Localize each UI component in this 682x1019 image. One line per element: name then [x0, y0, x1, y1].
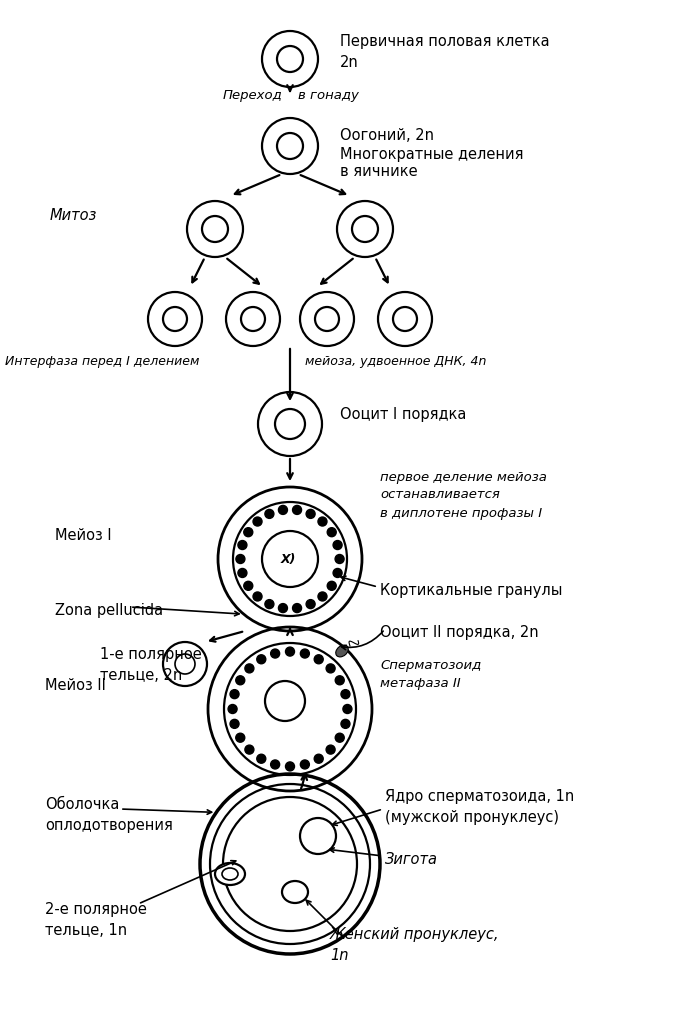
Circle shape	[257, 754, 266, 763]
Circle shape	[318, 518, 327, 527]
Text: Сперматозоид
метафаза II: Сперматозоид метафаза II	[380, 659, 481, 690]
Text: Оболочка
оплодотворения: Оболочка оплодотворения	[45, 796, 173, 833]
Circle shape	[238, 541, 247, 550]
Circle shape	[293, 604, 301, 613]
Circle shape	[257, 655, 266, 664]
Circle shape	[245, 745, 254, 754]
Text: X): X)	[280, 553, 296, 566]
Circle shape	[265, 510, 274, 519]
Circle shape	[236, 677, 245, 685]
Circle shape	[243, 582, 253, 591]
Text: Зигота: Зигота	[385, 852, 438, 866]
Circle shape	[327, 528, 336, 537]
Circle shape	[238, 569, 247, 578]
Circle shape	[336, 734, 344, 743]
Circle shape	[253, 592, 262, 601]
Circle shape	[318, 592, 327, 601]
Text: Митоз: Митоз	[50, 207, 98, 222]
Circle shape	[314, 655, 323, 664]
Circle shape	[245, 664, 254, 674]
Text: первое деление мейоза
останавливается
в диплотене профазы I: первое деление мейоза останавливается в …	[380, 470, 547, 519]
Circle shape	[300, 649, 310, 658]
Circle shape	[336, 677, 344, 685]
Ellipse shape	[215, 863, 245, 886]
Circle shape	[306, 510, 315, 519]
Text: Первичная половая клетка
2n: Первичная половая клетка 2n	[340, 34, 550, 70]
Text: Оогоний, 2n: Оогоний, 2n	[340, 127, 434, 143]
Text: Ооцит I порядка: Ооцит I порядка	[340, 408, 466, 422]
Text: Zona pellucida: Zona pellucida	[55, 602, 163, 616]
Text: Ядро сперматозоида, 1n
(мужской пронуклеус): Ядро сперматозоида, 1n (мужской пронукле…	[385, 789, 574, 824]
Circle shape	[314, 754, 323, 763]
Circle shape	[278, 604, 287, 613]
Circle shape	[262, 532, 318, 587]
Circle shape	[236, 555, 245, 564]
Ellipse shape	[222, 868, 238, 880]
Ellipse shape	[336, 645, 349, 657]
Text: Мейоз I: Мейоз I	[55, 527, 112, 542]
Text: 2-е полярное
тельце, 1n: 2-е полярное тельце, 1n	[45, 901, 147, 937]
Circle shape	[253, 518, 262, 527]
Circle shape	[228, 705, 237, 713]
Text: Переход: Переход	[222, 89, 282, 102]
Circle shape	[341, 690, 350, 699]
Circle shape	[333, 569, 342, 578]
Text: в гонаду: в гонаду	[298, 89, 359, 102]
Text: Женский пронуклеус,
1n: Женский пронуклеус, 1n	[330, 926, 499, 962]
Text: 1-е полярное
тельце, 2n: 1-е полярное тельце, 2n	[100, 646, 202, 683]
Circle shape	[223, 797, 357, 931]
Circle shape	[265, 600, 274, 609]
Circle shape	[271, 760, 280, 769]
Circle shape	[326, 664, 335, 674]
Text: Ооцит II порядка, 2n: Ооцит II порядка, 2n	[380, 624, 539, 639]
Circle shape	[230, 690, 239, 699]
Circle shape	[300, 760, 310, 769]
Circle shape	[271, 649, 280, 658]
Circle shape	[286, 762, 295, 771]
Circle shape	[236, 734, 245, 743]
Circle shape	[335, 555, 344, 564]
Circle shape	[265, 682, 305, 721]
Text: в яичнике: в яичнике	[340, 163, 417, 178]
Circle shape	[343, 705, 352, 713]
Text: Интерфаза перед I делением: Интерфаза перед I делением	[5, 356, 199, 368]
Text: Многократные деления: Многократные деления	[340, 148, 524, 162]
Circle shape	[327, 582, 336, 591]
Circle shape	[326, 745, 335, 754]
Circle shape	[293, 505, 301, 515]
Ellipse shape	[282, 881, 308, 903]
Circle shape	[230, 719, 239, 729]
Circle shape	[306, 600, 315, 609]
Circle shape	[243, 528, 253, 537]
Circle shape	[333, 541, 342, 550]
Circle shape	[300, 818, 336, 854]
Circle shape	[341, 719, 350, 729]
Text: Кортикальные гранулы: Кортикальные гранулы	[380, 582, 563, 597]
Circle shape	[286, 647, 295, 656]
Circle shape	[278, 505, 287, 515]
Text: Мейоз II: Мейоз II	[45, 677, 106, 692]
Text: мейоза, удвоенное ДНК, 4n: мейоза, удвоенное ДНК, 4n	[305, 356, 486, 368]
